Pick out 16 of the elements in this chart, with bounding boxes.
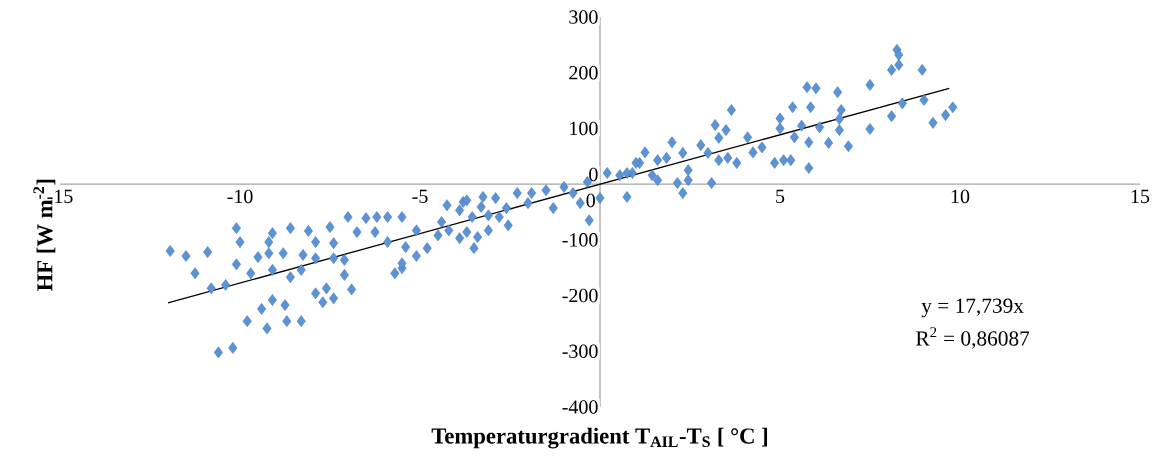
x-tick-label: -5 (412, 189, 428, 204)
y-tick-label: 0 (589, 167, 598, 182)
annotation: R$^{2}$ = 0,86087 (916, 327, 1030, 349)
x-axis-title: Temperaturgradient T$_{AIL}$-T$_{S}$ [ °C ] (431, 427, 768, 449)
y-tick-label: -100 (562, 233, 598, 247)
annotation: y = 17,739x (921, 298, 1024, 318)
y-tick-label: 300 (569, 10, 598, 24)
x-tick-label: 15 (1131, 189, 1150, 204)
y-tick-label: 200 (569, 65, 598, 80)
x-tick-label: -10 (227, 189, 253, 204)
y-tick-label: -300 (562, 344, 598, 359)
y-tick-label: -400 (562, 400, 598, 414)
x-tick-label: 5 (776, 189, 785, 204)
x-tick-label: 10 (951, 189, 970, 204)
y-tick-label: -200 (562, 288, 598, 303)
y-tick-label: 100 (570, 121, 598, 136)
